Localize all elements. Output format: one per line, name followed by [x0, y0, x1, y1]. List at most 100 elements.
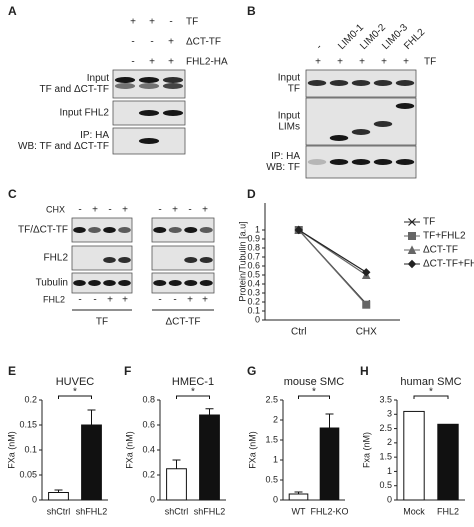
- blot-label: Tubulin: [36, 278, 68, 289]
- significance-label: *: [312, 387, 316, 398]
- treatment-sign: +: [381, 57, 387, 68]
- panel-letter: G: [247, 364, 256, 378]
- blot-band: [118, 280, 131, 286]
- blot-band: [307, 159, 327, 165]
- treatment-sign: -: [93, 295, 96, 306]
- treatment-sign: +: [130, 17, 136, 28]
- treatment-sign: +: [202, 205, 208, 216]
- error-bar: [54, 489, 63, 493]
- treatment-sign: -: [158, 205, 161, 216]
- y-tick-label: 1.5: [379, 452, 392, 462]
- blot-band: [373, 80, 393, 86]
- blot-band: [73, 227, 86, 233]
- y-tick-label: 0.2: [142, 469, 155, 479]
- x-tick-label: CHX: [356, 327, 377, 338]
- significance-label: *: [73, 387, 77, 398]
- blot-band: [395, 103, 415, 109]
- legend-label: ΔCT-TF: [423, 245, 458, 256]
- bar: [319, 427, 340, 501]
- y-tick-label: 0: [255, 314, 260, 324]
- point: [408, 232, 416, 240]
- blot-band: [351, 80, 371, 86]
- x-tick-label: WT: [292, 506, 306, 516]
- blot-label: IP: HA: [80, 130, 109, 141]
- point: [407, 245, 417, 254]
- treatment-sign: +: [315, 57, 321, 68]
- x-tick-label: FHL2-KO: [310, 506, 348, 516]
- blot-label: FHL2: [44, 253, 69, 264]
- blot-band: [162, 110, 184, 116]
- blot-band: [138, 77, 160, 83]
- treatment-sign: +: [403, 57, 409, 68]
- blot-label: IP: HA: [271, 151, 300, 162]
- point: [294, 225, 303, 235]
- error-bar: [172, 459, 181, 469]
- treatment-label: CHX: [46, 204, 65, 214]
- blot-band: [184, 280, 198, 286]
- treatment-sign: +: [122, 205, 128, 216]
- blot-band: [351, 129, 371, 135]
- blot-label: Input: [87, 73, 109, 84]
- y-tick-label: 0.4: [142, 444, 155, 454]
- treatment-sign: -: [78, 295, 81, 306]
- y-tick-label: 0.9: [247, 233, 260, 243]
- panel-letter: E: [8, 364, 16, 378]
- blot-band: [351, 159, 371, 165]
- treatment-sign: -: [131, 57, 134, 68]
- y-axis-label: Protein/Tubulin [a.u]: [237, 221, 247, 301]
- y-tick-label: 1.5: [265, 434, 278, 444]
- y-tick-label: 0.8: [142, 394, 155, 404]
- blot-band: [329, 159, 349, 165]
- treatment-sign: -: [131, 37, 134, 48]
- significance-bracket: [58, 395, 92, 399]
- treatment-sign: +: [168, 37, 174, 48]
- treatment-sign: -: [188, 205, 191, 216]
- blot-band: [103, 257, 116, 263]
- blot-band: [373, 159, 393, 165]
- chart-title: human SMC: [400, 376, 461, 388]
- y-tick-label: 0: [273, 494, 278, 504]
- treatment-label: TF: [186, 17, 198, 28]
- x-tick-label: shCtrl: [165, 506, 189, 516]
- line: [298, 229, 367, 306]
- y-axis-label: FXa (nM): [247, 431, 257, 469]
- blot-band: [138, 138, 160, 144]
- x-tick-label: shCtrl: [47, 506, 71, 516]
- x-tick-label: FHL2: [437, 506, 459, 516]
- blot-label: TF: [288, 84, 300, 95]
- bar: [403, 410, 425, 501]
- treatment-sign: +: [202, 295, 208, 306]
- treatment-sign: -: [173, 295, 176, 306]
- blot-band: [103, 280, 116, 286]
- blot-band: [307, 80, 327, 86]
- treatment-sign: +: [122, 295, 128, 306]
- blot-band: [114, 83, 136, 89]
- treatment-sign: +: [107, 295, 113, 306]
- treatment-sign: -: [78, 205, 81, 216]
- bar: [199, 414, 220, 501]
- y-axis-label: FXa (nM): [6, 431, 16, 469]
- error-bar: [294, 491, 303, 494]
- y-tick-label: 0.5: [247, 269, 260, 279]
- chart-title: mouse SMC: [284, 376, 345, 388]
- panel-letter: H: [360, 364, 369, 378]
- y-tick-label: 0.1: [247, 305, 260, 315]
- blot-band: [199, 257, 213, 263]
- y-tick-label: 2.5: [265, 394, 278, 404]
- y-tick-label: 0: [387, 494, 392, 504]
- x-tick-label: shFHL2: [76, 506, 108, 516]
- blot-band: [373, 121, 393, 127]
- y-tick-label: 0.7: [247, 251, 260, 261]
- group-label: ΔCT-TF: [165, 317, 200, 328]
- error-bar: [87, 409, 96, 425]
- y-tick-label: 0.05: [19, 469, 37, 479]
- y-tick-label: 0.2: [247, 296, 260, 306]
- blot-band: [118, 257, 131, 263]
- blot-label: WB: TF: [266, 162, 300, 173]
- blot-band: [184, 227, 198, 233]
- treatment-sign: -: [169, 17, 172, 28]
- point: [362, 268, 371, 277]
- y-tick-label: 1: [255, 224, 260, 234]
- blot-band: [395, 159, 415, 165]
